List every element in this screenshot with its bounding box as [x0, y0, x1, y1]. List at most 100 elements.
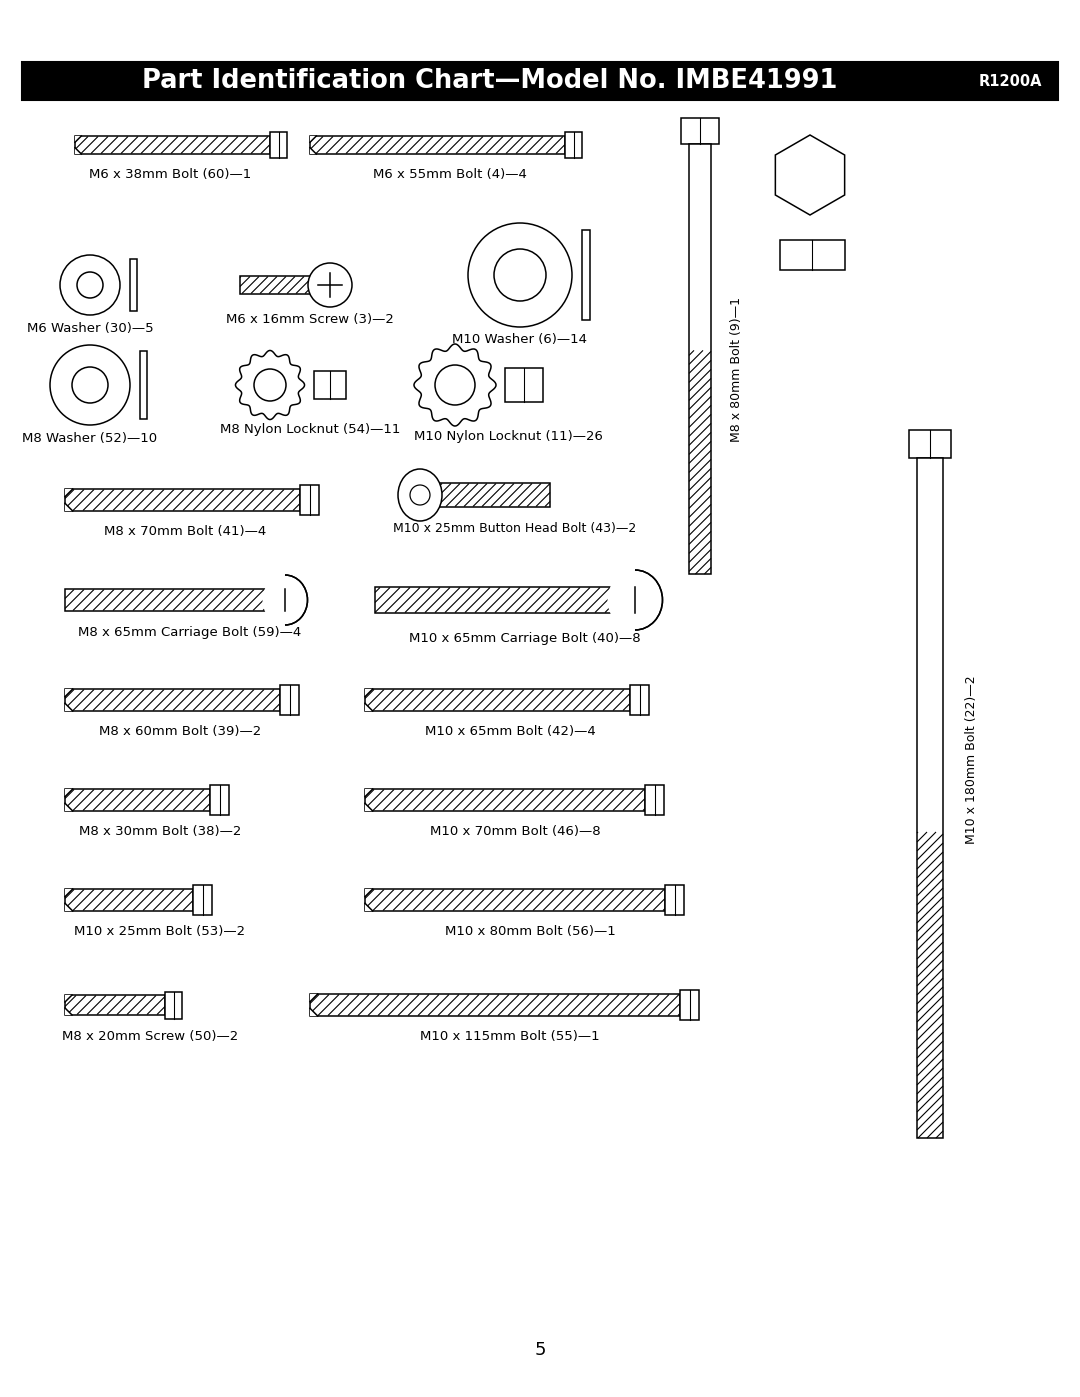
- Text: M10 x 65mm Bolt (42)—4: M10 x 65mm Bolt (42)—4: [424, 725, 595, 738]
- Circle shape: [50, 345, 130, 425]
- Polygon shape: [310, 1009, 318, 1016]
- Ellipse shape: [262, 576, 308, 624]
- Polygon shape: [680, 990, 699, 1020]
- Polygon shape: [310, 136, 565, 154]
- Ellipse shape: [308, 263, 352, 307]
- Polygon shape: [375, 587, 635, 613]
- Polygon shape: [414, 344, 496, 426]
- Text: M10 Nylon Locknut (11)—26: M10 Nylon Locknut (11)—26: [414, 430, 603, 443]
- Polygon shape: [300, 485, 319, 515]
- Circle shape: [435, 365, 475, 405]
- Polygon shape: [365, 703, 373, 711]
- Polygon shape: [165, 992, 183, 1018]
- Text: M8 x 70mm Bolt (41)—4: M8 x 70mm Bolt (41)—4: [104, 525, 266, 538]
- Polygon shape: [565, 131, 582, 158]
- Polygon shape: [75, 148, 81, 154]
- Text: Part Identification Chart—Model No. IMBE41991: Part Identification Chart—Model No. IMBE…: [143, 68, 838, 94]
- Text: M8 Washer (52)—10: M8 Washer (52)—10: [23, 432, 158, 446]
- Polygon shape: [65, 489, 72, 497]
- Polygon shape: [65, 689, 72, 697]
- Polygon shape: [65, 689, 280, 711]
- Polygon shape: [75, 136, 81, 142]
- Polygon shape: [310, 148, 316, 154]
- Polygon shape: [310, 136, 316, 142]
- Polygon shape: [270, 131, 287, 158]
- Text: M10 Washer (6)—14: M10 Washer (6)—14: [453, 332, 588, 346]
- Polygon shape: [365, 789, 645, 812]
- Polygon shape: [130, 258, 137, 312]
- Ellipse shape: [399, 469, 442, 521]
- Text: M8 x 65mm Carriage Bolt (59)—4: M8 x 65mm Carriage Bolt (59)—4: [79, 626, 301, 638]
- Text: M8 x 30mm Bolt (38)—2: M8 x 30mm Bolt (38)—2: [79, 826, 241, 838]
- Text: M8 x 20mm Screw (50)—2: M8 x 20mm Screw (50)—2: [62, 1030, 238, 1044]
- Polygon shape: [310, 995, 680, 1016]
- Text: M8 x 80mm Bolt (9)—1: M8 x 80mm Bolt (9)—1: [730, 298, 743, 443]
- Circle shape: [77, 272, 103, 298]
- Polygon shape: [630, 685, 649, 715]
- Circle shape: [60, 256, 120, 314]
- Polygon shape: [365, 888, 373, 897]
- Polygon shape: [140, 351, 147, 419]
- Polygon shape: [193, 886, 212, 915]
- Polygon shape: [917, 458, 943, 1139]
- Polygon shape: [365, 803, 373, 812]
- Polygon shape: [681, 117, 719, 144]
- Text: R1200A: R1200A: [978, 74, 1042, 88]
- Polygon shape: [780, 240, 845, 270]
- Circle shape: [494, 249, 546, 300]
- Polygon shape: [65, 995, 165, 1016]
- Text: M10 x 25mm Bolt (53)—2: M10 x 25mm Bolt (53)—2: [75, 925, 245, 937]
- Polygon shape: [365, 904, 373, 911]
- Polygon shape: [65, 789, 210, 812]
- Polygon shape: [65, 995, 72, 1002]
- Text: M10 x 25mm Button Head Bolt (43)—2: M10 x 25mm Button Head Bolt (43)—2: [393, 522, 636, 535]
- Polygon shape: [65, 888, 193, 911]
- Text: M6 x 55mm Bolt (4)—4: M6 x 55mm Bolt (4)—4: [373, 168, 527, 182]
- Text: 5: 5: [535, 1341, 545, 1359]
- Text: M8 Nylon Locknut (54)—11: M8 Nylon Locknut (54)—11: [220, 423, 401, 436]
- Polygon shape: [65, 803, 72, 812]
- Polygon shape: [314, 372, 346, 400]
- Polygon shape: [65, 888, 72, 897]
- Polygon shape: [75, 136, 270, 154]
- Polygon shape: [65, 590, 285, 610]
- Polygon shape: [210, 785, 229, 814]
- Ellipse shape: [607, 570, 662, 630]
- Circle shape: [410, 485, 430, 504]
- Polygon shape: [65, 904, 72, 911]
- Polygon shape: [235, 351, 305, 419]
- Circle shape: [254, 369, 286, 401]
- Text: M10 x 115mm Bolt (55)—1: M10 x 115mm Bolt (55)—1: [420, 1030, 599, 1044]
- Polygon shape: [505, 367, 543, 402]
- Polygon shape: [65, 1009, 72, 1016]
- Polygon shape: [582, 231, 590, 320]
- Polygon shape: [65, 789, 72, 796]
- Text: M10 x 70mm Bolt (46)—8: M10 x 70mm Bolt (46)—8: [430, 826, 600, 838]
- Polygon shape: [775, 136, 845, 215]
- Polygon shape: [280, 685, 299, 715]
- Polygon shape: [310, 995, 318, 1002]
- Text: M8 x 60mm Bolt (39)—2: M8 x 60mm Bolt (39)—2: [99, 725, 261, 738]
- Circle shape: [72, 367, 108, 402]
- Polygon shape: [65, 703, 72, 711]
- Text: M10 x 180mm Bolt (22)—2: M10 x 180mm Bolt (22)—2: [966, 676, 978, 844]
- Polygon shape: [365, 689, 630, 711]
- Text: M6 x 16mm Screw (3)—2: M6 x 16mm Screw (3)—2: [226, 313, 394, 326]
- Polygon shape: [689, 144, 711, 574]
- Text: M10 x 80mm Bolt (56)—1: M10 x 80mm Bolt (56)—1: [445, 925, 616, 937]
- Circle shape: [468, 224, 572, 327]
- Polygon shape: [365, 689, 373, 697]
- Polygon shape: [365, 888, 665, 911]
- Polygon shape: [665, 886, 684, 915]
- Polygon shape: [420, 483, 550, 507]
- Text: M10 x 65mm Carriage Bolt (40)—8: M10 x 65mm Carriage Bolt (40)—8: [409, 631, 640, 645]
- Polygon shape: [645, 785, 664, 814]
- Text: M6 x 38mm Bolt (60)—1: M6 x 38mm Bolt (60)—1: [89, 168, 252, 182]
- Polygon shape: [240, 277, 330, 293]
- Text: M6 Washer (30)—5: M6 Washer (30)—5: [27, 321, 153, 335]
- Polygon shape: [22, 61, 1058, 101]
- Polygon shape: [65, 489, 300, 511]
- Polygon shape: [909, 430, 951, 458]
- Polygon shape: [65, 503, 72, 511]
- Polygon shape: [365, 789, 373, 796]
